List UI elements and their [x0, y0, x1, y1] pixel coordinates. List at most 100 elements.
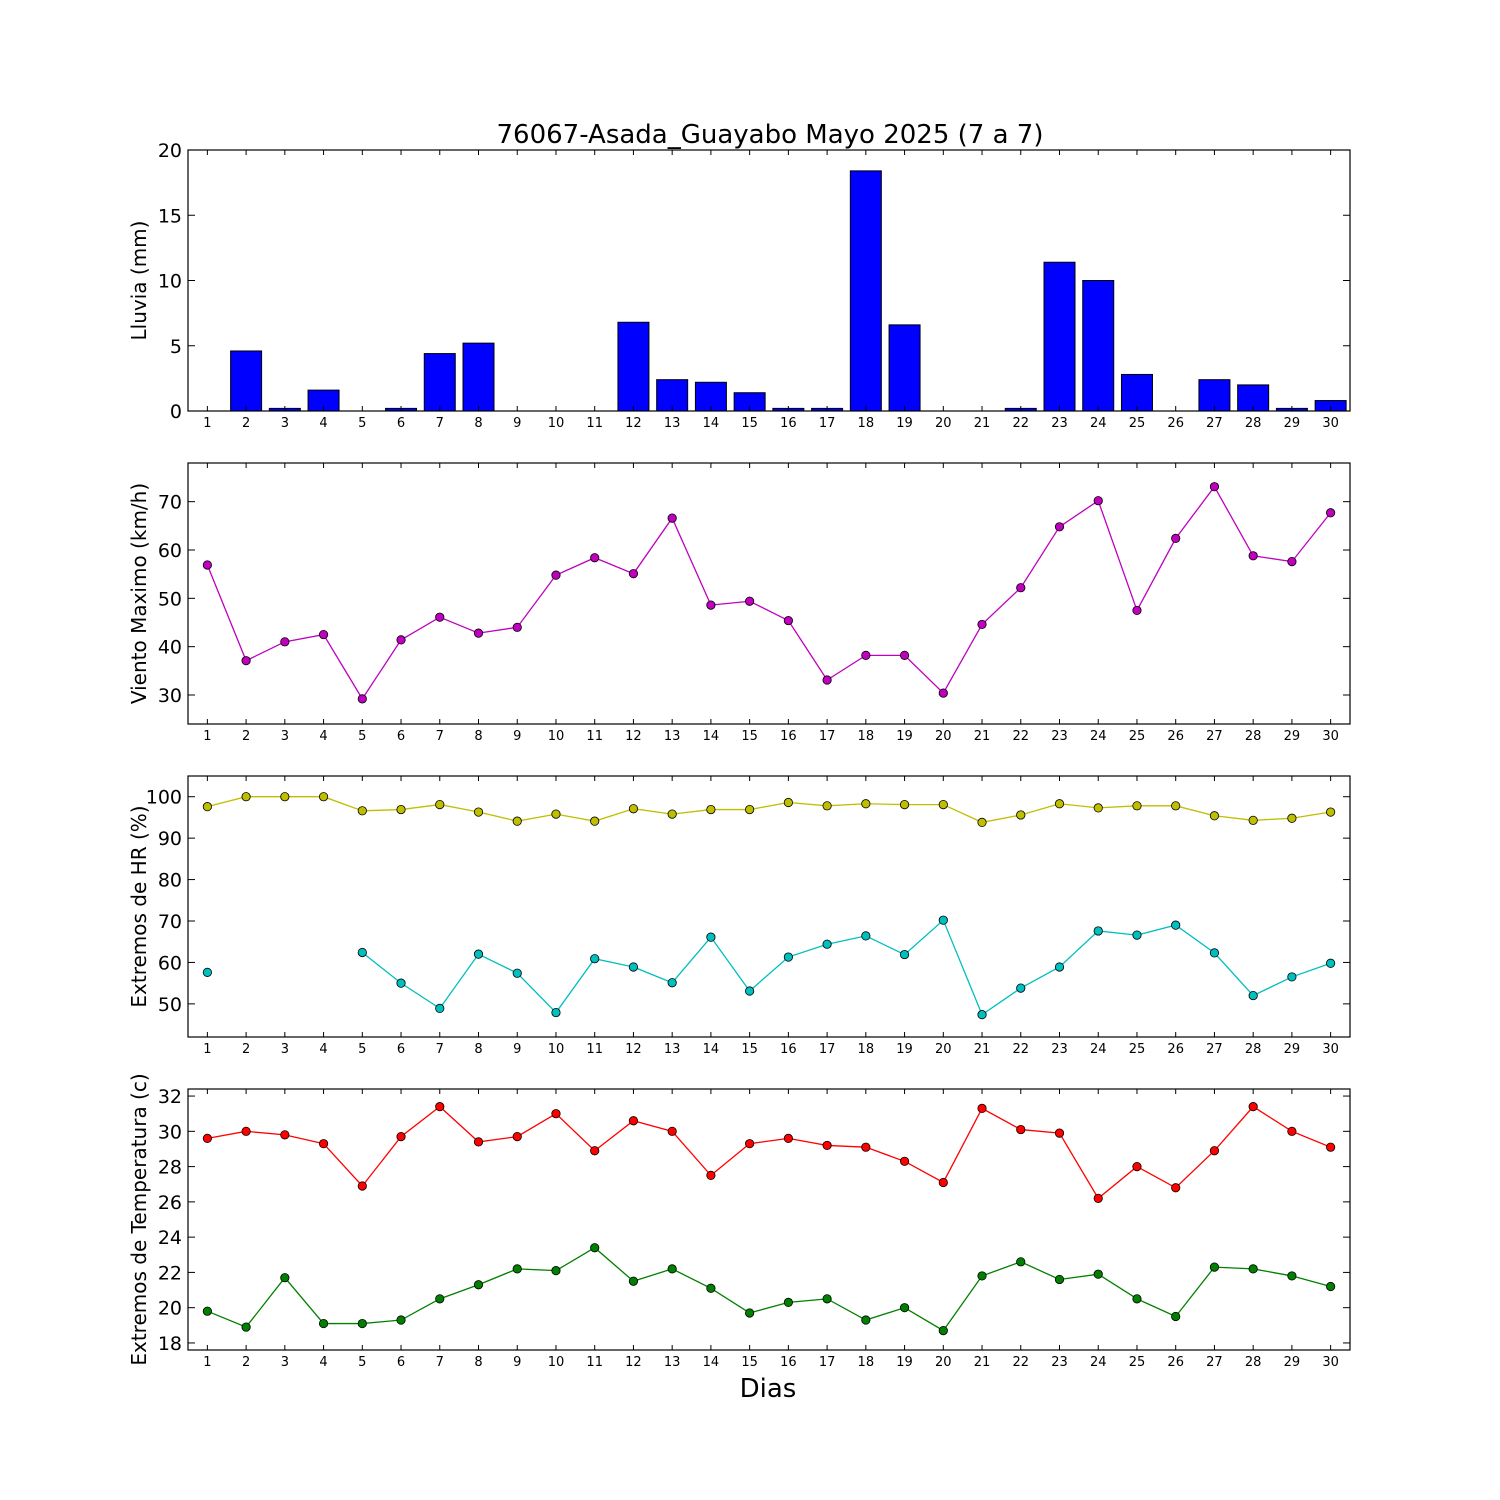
- data-point: [202, 1306, 212, 1316]
- data-point: [667, 809, 677, 819]
- x-tick-label: 1: [203, 1355, 211, 1370]
- y-tick-label: 30: [158, 685, 182, 707]
- data-point: [783, 952, 793, 962]
- x-tick-label: 8: [474, 729, 482, 744]
- x-tick-label: 26: [1167, 1042, 1184, 1057]
- x-tick-label: 25: [1129, 416, 1146, 431]
- x-tick-label: 6: [397, 729, 405, 744]
- data-point: [1171, 1311, 1181, 1322]
- x-tick-label: 13: [664, 1042, 681, 1057]
- data-point: [1132, 801, 1142, 811]
- y-tick-label: 28: [158, 1157, 182, 1179]
- y-tick-label: 24: [158, 1227, 182, 1249]
- data-point: [1054, 799, 1065, 809]
- x-tick-label: 27: [1206, 1042, 1223, 1057]
- data-point: [396, 978, 406, 988]
- data-point: [590, 954, 600, 964]
- data-point: [396, 1132, 406, 1142]
- data-point: [706, 600, 716, 610]
- x-tick-label: 22: [1012, 1042, 1029, 1057]
- x-tick-label: 2: [242, 416, 250, 431]
- data-point: [435, 1003, 445, 1014]
- x-tick-label: 30: [1322, 729, 1339, 744]
- data-point: [1287, 1126, 1297, 1136]
- x-tick-label: 1: [203, 416, 211, 431]
- data-point: [473, 1280, 484, 1290]
- data-point: [667, 978, 677, 988]
- data-point: [783, 615, 793, 626]
- data-point: [1248, 1102, 1258, 1112]
- rain-bar: [462, 342, 495, 412]
- data-point: [1093, 496, 1103, 506]
- y-tick-label: 10: [158, 271, 182, 293]
- data-point: [977, 1103, 987, 1114]
- data-point: [318, 792, 329, 802]
- data-point: [745, 1308, 755, 1318]
- x-tick-label: 18: [858, 729, 875, 744]
- series-line: [361, 919, 1331, 1016]
- data-point: [1016, 810, 1026, 820]
- x-tick-label: 11: [586, 1355, 603, 1370]
- data-point: [1132, 1161, 1142, 1172]
- data-point: [435, 1102, 445, 1112]
- x-tick-label: 1: [203, 729, 211, 744]
- data-point: [551, 1109, 561, 1119]
- x-tick-label: 21: [974, 1042, 991, 1057]
- data-point: [977, 1010, 987, 1020]
- x-tick-label: 27: [1206, 729, 1223, 744]
- x-tick-label: 28: [1245, 1355, 1262, 1370]
- data-point: [590, 1146, 600, 1156]
- data-point: [861, 931, 871, 941]
- plot-frame: [187, 775, 1351, 1038]
- data-point: [435, 799, 445, 810]
- data-point: [280, 637, 290, 647]
- data-point: [745, 596, 755, 606]
- x-tick-label: 11: [586, 729, 603, 744]
- data-point: [628, 962, 639, 972]
- data-point: [590, 816, 600, 826]
- x-tick-label: 13: [664, 1355, 681, 1370]
- x-tick-label: 28: [1245, 729, 1262, 744]
- x-tick-label: 2: [242, 1042, 250, 1057]
- data-point: [241, 1126, 251, 1136]
- x-tick-label: 25: [1129, 729, 1146, 744]
- data-point: [280, 1130, 290, 1140]
- y-tick-label: 90: [158, 828, 182, 850]
- data-point: [899, 650, 910, 660]
- data-point: [861, 1142, 871, 1152]
- data-point: [551, 1007, 561, 1018]
- data-point: [512, 1264, 522, 1274]
- x-tick-label: 20: [935, 416, 952, 431]
- x-tick-label: 21: [974, 416, 991, 431]
- x-tick-label: 17: [819, 1355, 836, 1370]
- rain-bar: [849, 170, 882, 412]
- data-point: [1093, 1193, 1103, 1203]
- data-point: [473, 1137, 484, 1147]
- data-point: [977, 817, 987, 828]
- data-point: [822, 1140, 832, 1151]
- rain-bar: [1082, 280, 1115, 412]
- data-point: [822, 939, 832, 949]
- data-point: [628, 569, 639, 579]
- plot-frame: [187, 149, 1351, 412]
- x-tick-label: 28: [1245, 1042, 1262, 1057]
- y-axis-label: Extremos de HR (%): [127, 805, 151, 1007]
- data-point: [783, 1297, 793, 1307]
- data-point: [1248, 1264, 1258, 1274]
- data-point: [977, 1271, 987, 1281]
- x-tick-label: 20: [935, 729, 952, 744]
- data-point: [1132, 605, 1142, 616]
- data-point: [435, 1294, 445, 1304]
- x-tick-label: 1: [203, 1042, 211, 1057]
- data-point: [745, 1139, 755, 1149]
- data-point: [551, 809, 561, 819]
- data-point: [1016, 583, 1026, 593]
- y-tick-label: 70: [158, 492, 182, 514]
- data-point: [1171, 920, 1181, 930]
- x-tick-label: 4: [319, 729, 327, 744]
- data-point: [745, 804, 755, 815]
- x-tick-label: 3: [281, 1042, 289, 1057]
- data-point: [938, 915, 948, 925]
- x-tick-label: 14: [703, 729, 720, 744]
